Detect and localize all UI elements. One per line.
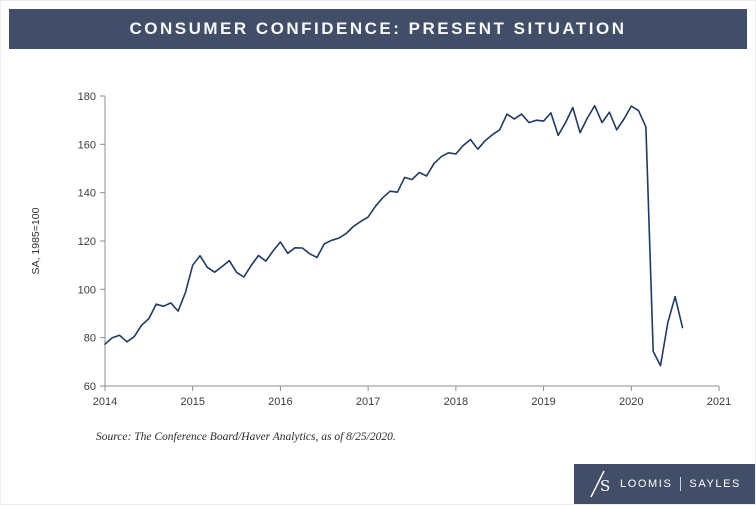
brand-divider bbox=[680, 477, 682, 491]
svg-text:SA, 1985=100: SA, 1985=100 bbox=[30, 207, 42, 274]
source-note: Source: The Conference Board/Haver Analy… bbox=[96, 431, 396, 443]
svg-text:60: 60 bbox=[84, 381, 96, 393]
svg-text:2018: 2018 bbox=[444, 396, 468, 408]
svg-text:2020: 2020 bbox=[619, 396, 643, 408]
svg-text:S: S bbox=[600, 477, 610, 495]
svg-text:80: 80 bbox=[84, 333, 96, 345]
svg-text:140: 140 bbox=[78, 188, 96, 200]
brand-loomis: LOOMIS bbox=[620, 478, 673, 490]
page-title: CONSUMER CONFIDENCE: PRESENT SITUATION bbox=[129, 19, 627, 38]
svg-text:180: 180 bbox=[78, 91, 96, 103]
svg-text:2015: 2015 bbox=[180, 396, 204, 408]
svg-text:2017: 2017 bbox=[356, 396, 380, 408]
svg-text:2016: 2016 bbox=[268, 396, 292, 408]
confidence-chart-svg: 60 80 100 120 140 160 180 2014 2015 2016 2017 2018 2… bbox=[30, 91, 731, 408]
svg-text:100: 100 bbox=[78, 284, 96, 296]
ls-monogram-icon: S bbox=[588, 470, 612, 498]
svg-text:2014: 2014 bbox=[93, 396, 117, 408]
svg-text:120: 120 bbox=[78, 236, 96, 248]
svg-text:160: 160 bbox=[78, 139, 96, 151]
title-banner: CONSUMER CONFIDENCE: PRESENT SITUATION bbox=[9, 9, 747, 49]
brand-footer: S LOOMIS SAYLES bbox=[574, 464, 755, 504]
brand-sayles: SAYLES bbox=[689, 478, 741, 490]
svg-text:2021: 2021 bbox=[707, 396, 731, 408]
chart-area: 60 80 100 120 140 160 180 2014 2015 2016 2017 2018 2… bbox=[1, 56, 755, 416]
svg-text:2019: 2019 bbox=[531, 396, 555, 408]
